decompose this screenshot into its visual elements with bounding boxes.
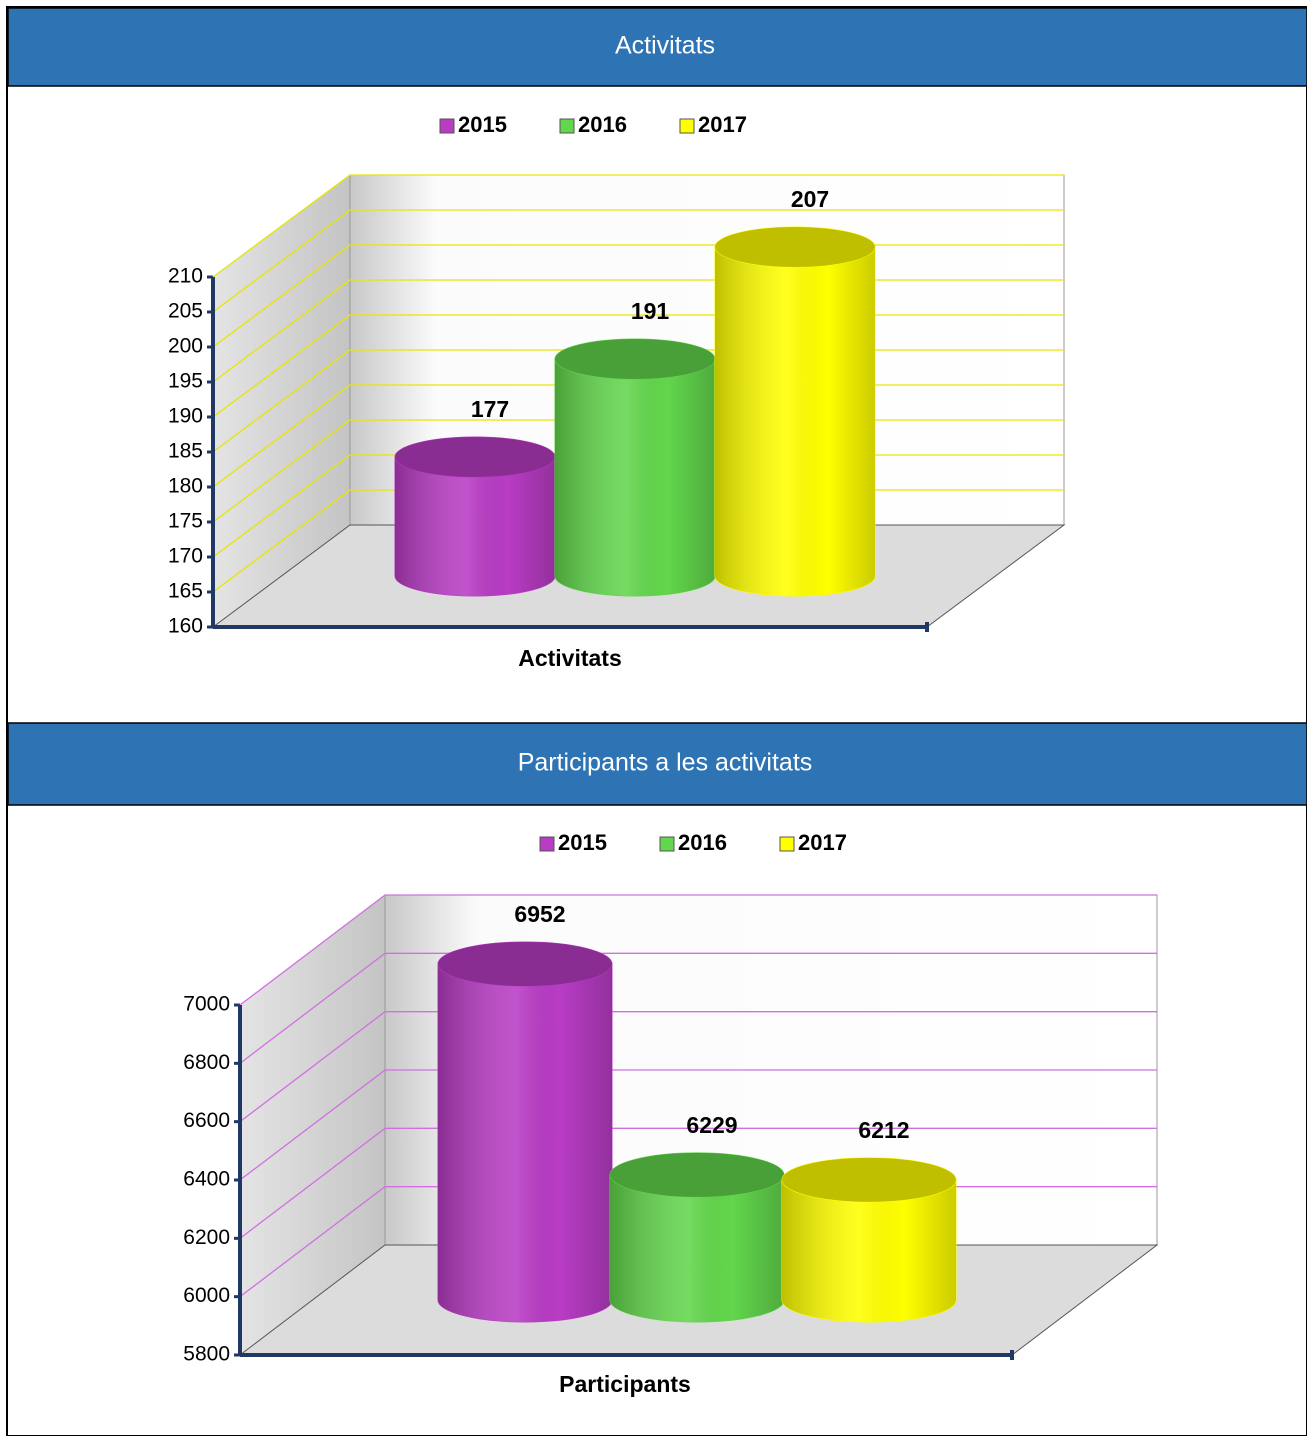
grid-line [212, 314, 351, 418]
grid-line [212, 454, 351, 558]
grid-line [239, 1127, 386, 1239]
y-tick-label: 210 [168, 265, 203, 288]
legend-swatch [779, 836, 795, 852]
grid-line [239, 1069, 386, 1181]
grid-line [212, 419, 351, 523]
cylinder-top-shade [438, 942, 612, 986]
grid-line [212, 279, 351, 383]
legend-label: 2017 [698, 112, 747, 137]
header [7, 7, 1307, 87]
value-label: 191 [631, 298, 670, 324]
x-tick-label: Participants [559, 1371, 691, 1397]
value-label: 6229 [686, 1112, 737, 1138]
y-tick-label: 6800 [183, 1051, 230, 1074]
cylinder-top-shade [395, 437, 555, 477]
cylinder-top-shade [715, 227, 875, 267]
y-tick-label: 6600 [183, 1109, 230, 1132]
grid-line [239, 1186, 386, 1298]
header-title: Activitats [615, 32, 715, 60]
y-tick-label: 195 [168, 370, 203, 393]
legend-swatch [659, 836, 675, 852]
y-tick-label: 165 [168, 580, 203, 603]
x-tick-label: Activitats [518, 645, 622, 671]
legend-swatch [559, 118, 575, 134]
legend-label: 2016 [678, 830, 727, 855]
legend-swatch [679, 118, 695, 134]
cylinder-top [781, 1157, 957, 1203]
value-label: 6952 [514, 901, 565, 927]
y-tick-label: 190 [168, 405, 203, 428]
legend-label: 2015 [458, 112, 507, 137]
cylinder-top [437, 941, 613, 987]
header-title: Participants a les activitats [518, 749, 813, 777]
cylinder-shade [782, 1179, 956, 1322]
y-tick-label: 5800 [183, 1343, 230, 1366]
y-tick-label: 160 [168, 615, 203, 638]
y-tick-label: 205 [168, 300, 203, 323]
y-tick-label: 185 [168, 440, 203, 463]
legend-label: 2017 [798, 830, 847, 855]
y-tick-label: 6000 [183, 1284, 230, 1307]
legend-swatch [539, 836, 555, 852]
y-tick-label: 6200 [183, 1226, 230, 1249]
grid-line [212, 174, 351, 278]
grid-line [212, 349, 351, 453]
y-tick-label: 6400 [183, 1168, 230, 1191]
cylinder-shade [555, 359, 715, 596]
y-tick-label: 7000 [183, 993, 230, 1016]
cylinder-top-shade [610, 1152, 784, 1197]
grid-line [239, 952, 386, 1064]
y-tick-label: 200 [168, 335, 203, 358]
legend-swatch [439, 118, 455, 134]
cylinder-shade [715, 247, 875, 596]
legend-label: 2015 [558, 830, 607, 855]
cylinder-top-shade [782, 1157, 956, 1202]
grid-line [239, 894, 386, 1006]
grid-line [212, 489, 351, 593]
cylinder-shade [610, 1174, 784, 1322]
cylinder-top [714, 226, 876, 268]
grid-line [212, 384, 351, 488]
grid-line [212, 209, 351, 313]
y-tick-label: 170 [168, 545, 203, 568]
value-label: 177 [471, 396, 509, 422]
header [7, 722, 1307, 806]
y-tick-label: 180 [168, 475, 203, 498]
value-label: 6212 [858, 1117, 909, 1143]
value-label: 207 [791, 186, 829, 212]
cylinder-top-shade [555, 339, 715, 379]
cylinder-shade [438, 964, 612, 1322]
legend-label: 2016 [578, 112, 627, 137]
y-tick-label: 175 [168, 510, 203, 533]
grid-line [212, 244, 351, 348]
cylinder-shade [395, 457, 555, 596]
grid-line [239, 1011, 386, 1123]
